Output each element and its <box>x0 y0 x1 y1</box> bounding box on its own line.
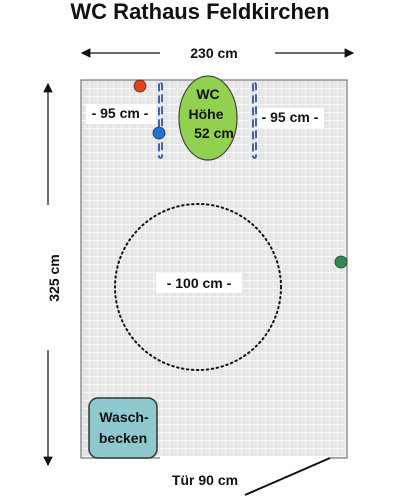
width-label: 230 cm <box>190 45 237 61</box>
left-clearance-label: - 95 cm - <box>92 105 149 121</box>
sink-label-line1: Wasch- <box>99 409 149 425</box>
wc-label: WC <box>196 86 219 102</box>
wc-height-value: 52 cm <box>194 125 234 141</box>
green-marker <box>334 255 348 269</box>
sink: Wasch- becken <box>88 397 158 459</box>
sink-label-line2: becken <box>99 430 147 446</box>
red-marker <box>133 79 147 93</box>
door-label: Tür 90 cm <box>172 472 238 488</box>
left-clearance-bg <box>86 104 156 124</box>
door: Tür 90 cm <box>160 456 331 496</box>
wc-toilet: WC Höhe 52 cm <box>178 75 238 161</box>
blue-marker <box>152 126 166 140</box>
right-clearance-label: - 95 cm - <box>262 109 319 125</box>
turning-circle-label: - 100 cm - <box>167 275 232 291</box>
right-grab-bar <box>252 82 257 159</box>
turning-circle: - 100 cm - <box>114 203 282 371</box>
width-dimension: 230 cm <box>80 45 355 61</box>
height-dimension: 325 cm <box>43 82 62 467</box>
left-grab-bar <box>158 82 163 159</box>
page-title: WC Rathaus Feldkirchen <box>70 0 329 24</box>
height-label: 325 cm <box>46 254 62 301</box>
wc-height-label: Höhe <box>189 106 224 122</box>
grab-bars <box>158 82 257 159</box>
right-clearance-bg <box>258 108 324 128</box>
